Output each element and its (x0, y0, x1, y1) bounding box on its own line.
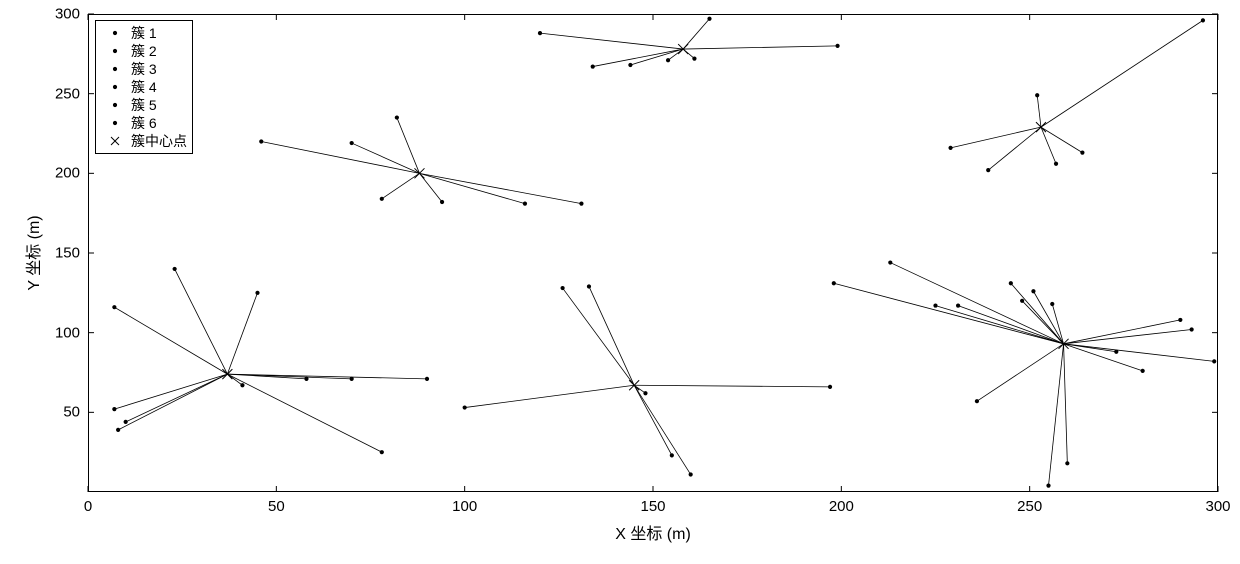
figure: 0 50 100 150 200 250 300 50 100 150 200 … (0, 0, 1240, 564)
xtick-label: 250 (1017, 498, 1042, 515)
legend-dot-icon (101, 114, 129, 132)
legend-label: 簇 2 (131, 42, 157, 60)
legend-dot-icon (101, 96, 129, 114)
x-axis-label: X 坐标 (m) (615, 520, 691, 544)
legend-item: 簇 5 (101, 96, 187, 114)
legend-dot-icon (101, 60, 129, 78)
xtick-label: 100 (452, 498, 477, 515)
legend-item: 簇 4 (101, 78, 187, 96)
ytick-label: 200 (55, 165, 80, 182)
legend-item: 簇中心点 (101, 132, 187, 150)
y-axis-label: Y 坐标 (m) (20, 215, 44, 290)
xtick-label: 0 (84, 498, 92, 515)
ytick-label: 150 (55, 245, 80, 262)
legend-item: 簇 6 (101, 114, 187, 132)
plot-area (88, 14, 1218, 492)
legend-label: 簇中心点 (131, 132, 187, 150)
legend-label: 簇 3 (131, 60, 157, 78)
ytick-label: 250 (55, 85, 80, 102)
xtick-label: 150 (640, 498, 665, 515)
legend-dot-icon (101, 24, 129, 42)
legend-label: 簇 6 (131, 114, 157, 132)
legend-dot-icon (101, 42, 129, 60)
legend-label: 簇 5 (131, 96, 157, 114)
legend: 簇 1 簇 2 簇 3 簇 4 簇 5 簇 6 簇中心点 (95, 20, 193, 154)
legend-item: 簇 1 (101, 24, 187, 42)
legend-item: 簇 2 (101, 42, 187, 60)
legend-item: 簇 3 (101, 60, 187, 78)
legend-dot-icon (101, 78, 129, 96)
xtick-label: 50 (268, 498, 285, 515)
xtick-label: 200 (829, 498, 854, 515)
ytick-label: 50 (63, 404, 80, 421)
legend-label: 簇 4 (131, 78, 157, 96)
ytick-label: 100 (55, 324, 80, 341)
xtick-label: 300 (1205, 498, 1230, 515)
legend-x-icon (101, 132, 129, 150)
ytick-label: 300 (55, 6, 80, 23)
legend-label: 簇 1 (131, 24, 157, 42)
